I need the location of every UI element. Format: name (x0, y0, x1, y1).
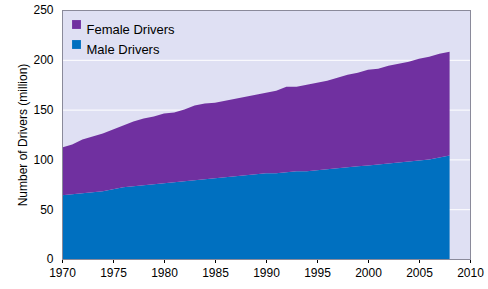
svg-text:2010: 2010 (457, 266, 484, 280)
svg-text:2005: 2005 (406, 266, 433, 280)
svg-text:Female Drivers: Female Drivers (87, 22, 176, 37)
svg-text:1975: 1975 (100, 266, 127, 280)
svg-text:Male Drivers: Male Drivers (87, 42, 160, 57)
svg-text:100: 100 (33, 153, 53, 167)
svg-text:250: 250 (33, 3, 53, 17)
svg-text:150: 150 (33, 103, 53, 117)
svg-text:1980: 1980 (151, 266, 178, 280)
svg-text:0: 0 (47, 252, 54, 266)
svg-text:Number of Drivers (million): Number of Drivers (million) (16, 64, 30, 207)
svg-text:1990: 1990 (253, 266, 280, 280)
svg-text:200: 200 (33, 53, 53, 67)
svg-text:1985: 1985 (202, 266, 229, 280)
svg-text:1995: 1995 (304, 266, 331, 280)
svg-text:1970: 1970 (49, 266, 76, 280)
svg-text:2000: 2000 (355, 266, 382, 280)
svg-text:50: 50 (40, 203, 54, 217)
